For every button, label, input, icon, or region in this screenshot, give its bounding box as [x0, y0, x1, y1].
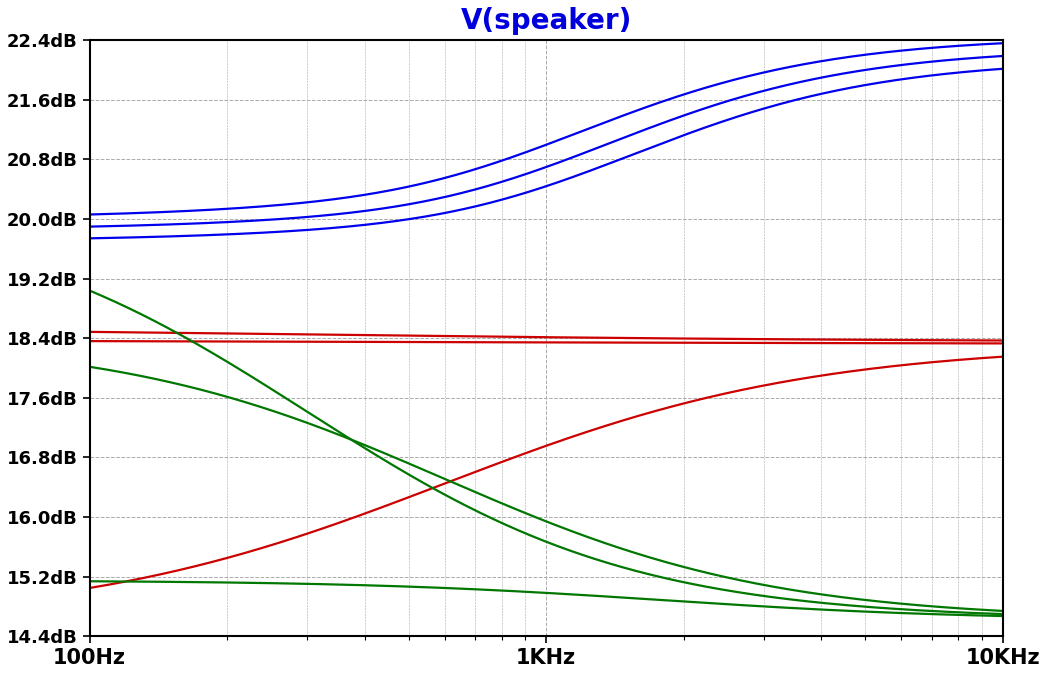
Title: V(speaker): V(speaker)	[461, 7, 632, 35]
